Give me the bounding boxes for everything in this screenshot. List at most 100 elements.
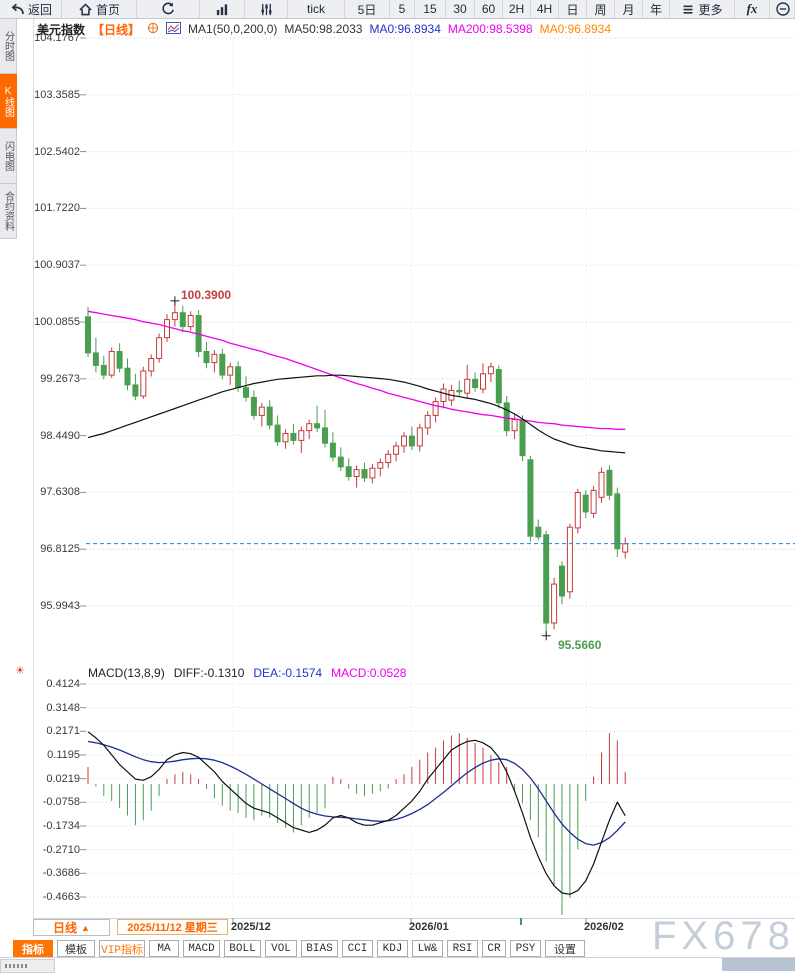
xaxis-top-border [33, 918, 795, 919]
toolbar-button-label: 2H [508, 2, 525, 16]
indicator-tab-lwr[interactable]: LW& [412, 940, 443, 957]
toolbar-button-2h[interactable]: 2H [503, 0, 531, 18]
price-axis-label: 101.7220 [34, 202, 80, 215]
back-arrow-icon [9, 1, 25, 17]
macd-axis-label: -0.3686 [42, 867, 80, 880]
price-axis-label: 102.5402 [34, 145, 80, 158]
indicator-tab-vol[interactable]: VOL [265, 940, 297, 957]
dea-line [87, 740, 626, 846]
toolbar-button-label: 5 [398, 2, 406, 16]
toolbar-button-tick[interactable]: tick [288, 0, 345, 18]
chart-header: 美元指数 【日线】 MA1(50,0,200,0) MA50:98.2033 M… [37, 21, 611, 37]
sidebar-tab-timeshare[interactable]: 分时图 [0, 19, 17, 74]
refresh-icon [160, 1, 176, 17]
sidebar-tab-contract-info[interactable]: 合约资料 [0, 184, 17, 239]
status-stub [0, 959, 55, 973]
macd-histogram [87, 733, 626, 915]
grid-layer [80, 37, 795, 898]
month-label: 2026/01 [409, 921, 449, 933]
ma200-value: MA200:98.5398 [447, 22, 533, 36]
month-label: 2025/12 [231, 921, 271, 933]
price-axis-label: 99.2673 [40, 372, 80, 385]
toolbar-button-chart-type[interactable] [200, 0, 245, 18]
macd-axis-label: 0.3148 [46, 701, 80, 714]
indicator-tab-ma[interactable]: MA [149, 940, 179, 957]
toolbar-button-30m[interactable]: 30 [446, 0, 475, 18]
toolbar-button-year[interactable]: 年 [643, 0, 670, 18]
price-axis-label: 100.0855 [34, 316, 80, 328]
toolbar-button-label: 15 [423, 2, 437, 16]
symbol-name: 美元指数 [37, 22, 86, 37]
top-toolbar: 返回 首页 tick 5日 5 15 30 60 2H 4H 日周月年 更多 fx [0, 0, 795, 19]
toolbar-button-back[interactable]: 返回 [0, 0, 62, 18]
macd-header: MACD(13,8,9) DIFF:-0.1310 DEA:-0.1574 MA… [88, 666, 407, 680]
price-axis-label: 95.9943 [40, 600, 80, 612]
horizontal-scrollbar-thumb[interactable] [722, 958, 795, 971]
toolbar-button-fx[interactable]: fx [735, 0, 770, 18]
macd-macd-value: MACD:0.0528 [331, 666, 407, 680]
toolbar-button-label: 5日 [357, 2, 377, 17]
macd-title: MACD(13,8,9) [88, 666, 165, 680]
macd-axis-label: 0.1195 [47, 749, 80, 761]
ma50-value: MA50:98.2033 [284, 22, 363, 36]
toolbar-button-label: fx [746, 1, 758, 16]
high-price-annotation: 100.3900 [181, 288, 232, 302]
indicator-settings-icon[interactable]: ☀ [15, 665, 25, 677]
toolbar-button-day[interactable]: 日 [559, 0, 587, 18]
crosshair-icon[interactable] [147, 22, 159, 37]
indicator-tab-indicator[interactable]: 指标 [13, 940, 53, 957]
low-marker [541, 631, 551, 641]
toolbar-button-zoom-out[interactable] [770, 0, 795, 18]
macd-axis-label: 0.2171 [46, 725, 80, 738]
price-axis-label: 103.3585 [34, 88, 80, 101]
sliders-icon [259, 2, 274, 17]
ma50-line [87, 374, 626, 454]
period-dropdown-button[interactable]: 日线 ▲ [33, 919, 110, 936]
indicator-tab-cr[interactable]: CR [482, 940, 506, 957]
indicator-tab-settings[interactable]: 设置 [545, 940, 585, 957]
toolbar-button-indicators[interactable] [245, 0, 288, 18]
mini-chart-icon[interactable] [166, 21, 182, 37]
price-axis-label: 96.8125 [40, 543, 80, 556]
watermark: FX678 [652, 914, 795, 958]
chart-type-sidebar: 分时图 K线图 闪电图 合约资料 [0, 19, 17, 239]
indicator-tab-macd[interactable]: MACD [183, 940, 220, 957]
toolbar-button-more[interactable]: 更多 [670, 0, 735, 18]
menu-icon [681, 3, 695, 16]
toolbar-button-5m[interactable]: 5 [390, 0, 415, 18]
indicator-tab-cci[interactable]: CCI [342, 940, 373, 957]
sidebar-tab-lightning[interactable]: 闪电图 [0, 129, 17, 184]
indicator-tab-psy[interactable]: PSY [510, 940, 541, 957]
indicator-toolbar: 指标 模板 VIP指标 MA MACD BOLL VOL BIAS CCI KDJ LW& RSI CR… [13, 940, 585, 957]
indicator-tab-template[interactable]: 模板 [57, 940, 95, 957]
price-axis-label: 100.9037 [34, 259, 80, 272]
sidebar-tab-kline[interactable]: K线图 [0, 74, 17, 129]
price-axis-label: 98.4490 [40, 429, 80, 442]
indicator-tab-bias[interactable]: BIAS [301, 940, 338, 957]
macd-dea-value: DEA:-0.1574 [253, 666, 323, 680]
macd-axis-label: -0.4663 [42, 891, 80, 903]
ma200-line [87, 310, 626, 430]
toolbar-button-week[interactable]: 周 [587, 0, 615, 18]
circle-minus-icon [773, 1, 791, 17]
toolbar-button-label: 返回 [27, 2, 52, 17]
macd-axis-label: -0.1734 [42, 820, 80, 832]
indicator-tab-rsi[interactable]: RSI [447, 940, 478, 957]
price-axis-label: 97.6308 [40, 486, 80, 499]
toolbar-button-label: 首页 [95, 2, 120, 17]
chevron-up-icon: ▲ [81, 922, 90, 933]
indicator-tab-boll[interactable]: BOLL [224, 940, 261, 957]
toolbar-button-label: 4H [536, 2, 553, 16]
toolbar-button-60m[interactable]: 60 [475, 0, 503, 18]
toolbar-button-label: 日 [566, 2, 579, 17]
bar-chart-icon [214, 2, 230, 17]
toolbar-button-refresh[interactable] [137, 0, 200, 18]
toolbar-button-4h[interactable]: 4H [531, 0, 559, 18]
indicator-tab-kdj[interactable]: KDJ [377, 940, 408, 957]
toolbar-button-5d[interactable]: 5日 [345, 0, 390, 18]
toolbar-button-home[interactable]: 首页 [62, 0, 137, 18]
toolbar-button-15m[interactable]: 15 [415, 0, 446, 18]
toolbar-button-month[interactable]: 月 [615, 0, 643, 18]
indicator-tab-vip-indicator[interactable]: VIP指标 [99, 940, 145, 957]
